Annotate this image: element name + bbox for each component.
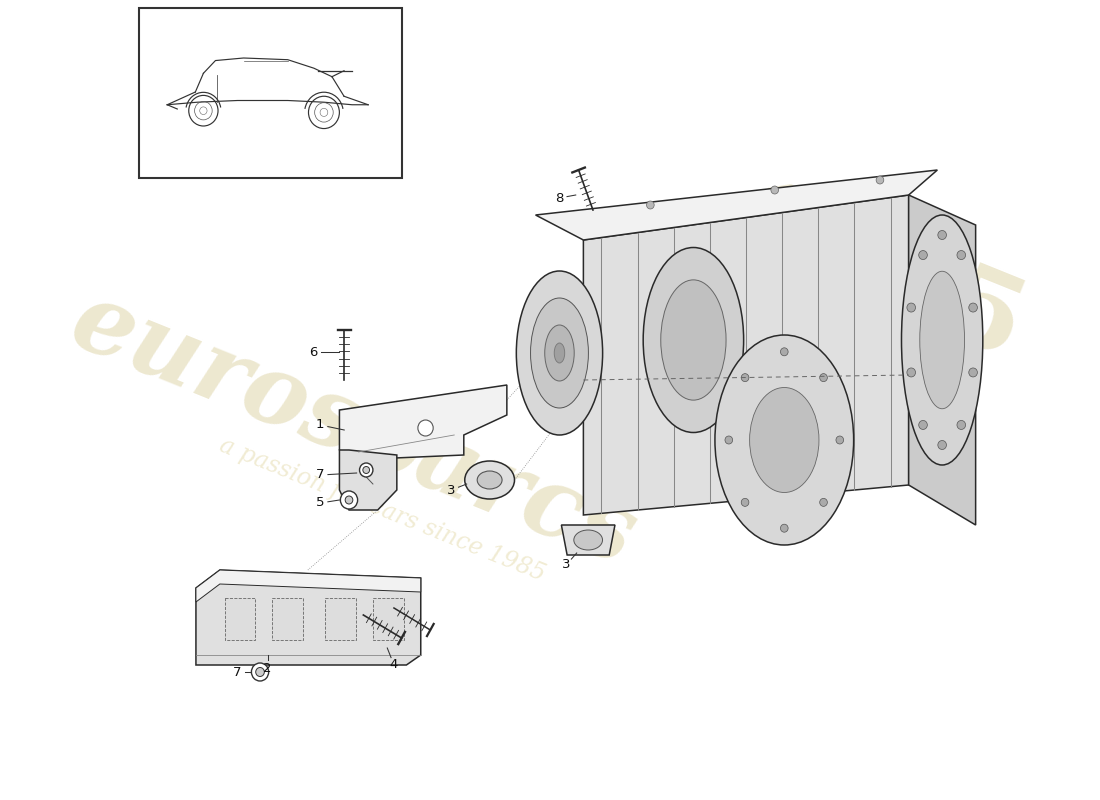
Circle shape — [363, 466, 370, 474]
Circle shape — [906, 368, 915, 377]
Text: 4: 4 — [389, 658, 398, 671]
Text: 7: 7 — [316, 469, 324, 482]
Circle shape — [957, 250, 966, 259]
Circle shape — [252, 663, 268, 681]
Ellipse shape — [574, 530, 603, 550]
Text: 3: 3 — [562, 558, 571, 571]
Ellipse shape — [749, 387, 820, 493]
Circle shape — [957, 421, 966, 430]
Polygon shape — [583, 195, 909, 515]
Circle shape — [876, 176, 883, 184]
Polygon shape — [909, 195, 976, 525]
Text: 6: 6 — [309, 346, 318, 358]
Bar — [326, 598, 355, 640]
Circle shape — [906, 303, 915, 312]
Circle shape — [255, 667, 264, 677]
Circle shape — [969, 368, 978, 377]
Text: 3: 3 — [447, 483, 455, 497]
Bar — [373, 598, 404, 640]
Text: eurosparcs: eurosparcs — [58, 274, 649, 586]
Ellipse shape — [465, 461, 515, 499]
Ellipse shape — [554, 343, 564, 363]
Circle shape — [771, 186, 779, 194]
Bar — [224, 598, 255, 640]
Bar — [139, 8, 402, 178]
Text: 7: 7 — [233, 666, 241, 678]
Circle shape — [781, 348, 788, 356]
Text: 5: 5 — [316, 497, 324, 510]
Circle shape — [938, 441, 946, 450]
Circle shape — [969, 303, 978, 312]
Circle shape — [345, 496, 353, 504]
Polygon shape — [561, 525, 615, 555]
Circle shape — [725, 436, 733, 444]
Ellipse shape — [661, 280, 726, 400]
Polygon shape — [340, 450, 397, 510]
Text: 2: 2 — [263, 662, 272, 674]
Polygon shape — [340, 385, 507, 460]
Ellipse shape — [544, 325, 574, 381]
Circle shape — [647, 201, 654, 209]
Circle shape — [938, 230, 946, 239]
Circle shape — [741, 374, 749, 382]
Ellipse shape — [715, 335, 854, 545]
Polygon shape — [196, 570, 421, 665]
Circle shape — [741, 498, 749, 506]
Ellipse shape — [477, 471, 502, 489]
Ellipse shape — [902, 215, 982, 465]
Text: 8: 8 — [556, 191, 563, 205]
Text: 1: 1 — [316, 418, 324, 431]
Circle shape — [418, 420, 433, 436]
Circle shape — [918, 421, 927, 430]
Ellipse shape — [530, 298, 588, 408]
Circle shape — [781, 524, 788, 532]
Polygon shape — [196, 570, 421, 602]
Ellipse shape — [920, 271, 965, 409]
Circle shape — [360, 463, 373, 477]
Circle shape — [820, 374, 827, 382]
Polygon shape — [536, 170, 937, 240]
Ellipse shape — [644, 247, 744, 433]
Ellipse shape — [516, 271, 603, 435]
Bar — [273, 598, 304, 640]
Text: a passion for cars since 1985: a passion for cars since 1985 — [217, 434, 549, 586]
Text: 1985: 1985 — [720, 174, 1040, 386]
Circle shape — [918, 250, 927, 259]
Circle shape — [340, 491, 358, 509]
Circle shape — [836, 436, 844, 444]
Circle shape — [820, 498, 827, 506]
